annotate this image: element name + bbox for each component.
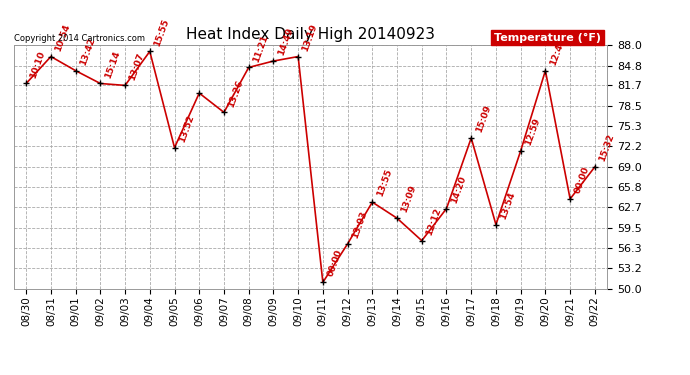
Text: 13:03: 13:03	[351, 210, 368, 240]
Text: 13:09: 13:09	[400, 184, 418, 214]
Text: 14:49: 14:49	[276, 27, 295, 57]
Text: 12:59: 12:59	[524, 117, 542, 147]
Text: 13:19: 13:19	[301, 22, 319, 53]
Text: 15:32: 15:32	[598, 133, 616, 163]
Text: 10:54: 10:54	[54, 22, 72, 53]
Text: 13:54: 13:54	[499, 190, 517, 220]
Text: 00:00: 00:00	[326, 249, 344, 278]
Text: 11:21: 11:21	[251, 33, 270, 63]
Text: 10:10: 10:10	[29, 50, 47, 80]
Text: 13:55: 13:55	[375, 168, 393, 198]
Text: Copyright 2014 Cartronics.com: Copyright 2014 Cartronics.com	[14, 34, 145, 43]
Text: 13:26: 13:26	[227, 78, 245, 108]
Text: 13:07: 13:07	[128, 51, 146, 81]
Text: 13:52: 13:52	[177, 114, 195, 144]
Title: Heat Index Daily High 20140923: Heat Index Daily High 20140923	[186, 27, 435, 42]
Text: 15:09: 15:09	[474, 104, 492, 134]
Text: 13:42: 13:42	[79, 36, 97, 66]
Text: 00:00: 00:00	[573, 165, 591, 195]
Text: 15:55: 15:55	[152, 17, 171, 47]
Text: 12:12: 12:12	[424, 207, 443, 237]
Text: 14:20: 14:20	[449, 174, 468, 204]
Text: 15:14: 15:14	[103, 49, 121, 80]
Text: Temperature (°F): Temperature (°F)	[494, 33, 601, 43]
Text: 12:40: 12:40	[548, 36, 566, 66]
